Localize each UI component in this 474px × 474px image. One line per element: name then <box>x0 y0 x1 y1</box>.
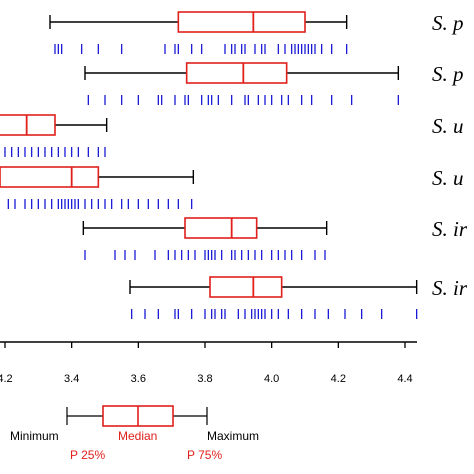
x-tick-label: 4.0 <box>264 373 279 385</box>
legend-p25-label: P 25% <box>70 448 105 462</box>
iqr-box <box>185 62 288 84</box>
iqr-box <box>0 166 100 188</box>
series-6: S. ir <box>129 276 468 319</box>
x-tick-label: 3.8 <box>197 373 212 385</box>
plot-area: S. p S. p S. u S. u S. ir S. ir <box>0 11 468 319</box>
series-2: S. p <box>84 62 464 105</box>
series-4: S. u <box>0 166 464 209</box>
legend-median-label: Median <box>118 429 157 443</box>
legend-maximum-label: Maximum <box>207 429 259 443</box>
x-tick-label: 4.4 <box>397 373 412 385</box>
x-tick-label: 3.6 <box>131 373 146 385</box>
series-label: S. p <box>432 11 464 35</box>
legend: Minimum Median Maximum P 25% P 75% <box>10 405 259 462</box>
x-axis: 4.2 3.4 3.6 3.8 4.0 4.2 4.4 <box>0 341 417 385</box>
iqr-box <box>209 276 283 298</box>
series-label: S. ir <box>432 217 468 241</box>
series-label: S. u <box>432 114 464 138</box>
series-1: S. p <box>49 11 464 54</box>
iqr-box <box>177 11 306 33</box>
series-3: S. u <box>0 114 464 157</box>
series-label: S. ir <box>432 276 468 300</box>
x-tick-label: 4.2 <box>0 373 13 385</box>
series-label: S. p <box>432 62 464 86</box>
x-tick-label: 4.2 <box>331 373 346 385</box>
series-5: S. ir <box>82 217 468 260</box>
iqr-box <box>184 217 258 239</box>
legend-p75-label: P 75% <box>187 448 222 462</box>
legend-minimum-label: Minimum <box>10 429 59 443</box>
x-tick-label: 3.4 <box>64 373 79 385</box>
series-label: S. u <box>432 166 464 190</box>
